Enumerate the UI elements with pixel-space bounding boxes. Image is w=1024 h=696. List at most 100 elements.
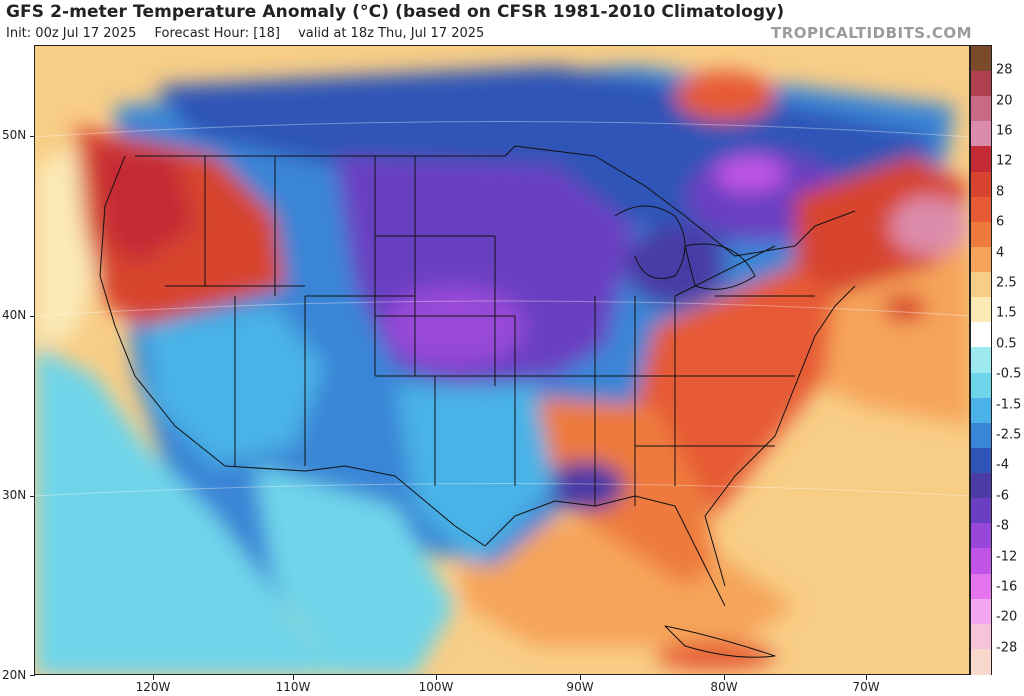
- lat-tick: [30, 136, 35, 137]
- mexico-mixed: [255, 466, 455, 674]
- lat-tick: [30, 675, 35, 676]
- lon-tick: [724, 675, 725, 680]
- colorbar-label: 4: [996, 245, 1005, 261]
- colorbar-swatch: [971, 71, 991, 98]
- lon-label-90w: 90W: [566, 680, 594, 694]
- gridline-50n: [35, 121, 969, 138]
- lon-tick: [153, 675, 154, 680]
- colorbar-swatch: [971, 221, 991, 248]
- lon-label-110w: 110W: [275, 680, 311, 694]
- gulf-warm-region: [455, 516, 795, 646]
- colorbar-swatch: [971, 447, 991, 474]
- colorbar-swatch: [971, 146, 991, 173]
- colorbar-label: 0.5: [996, 336, 1017, 352]
- state-lines-east: [594, 245, 815, 506]
- colorbar-label: 8: [996, 184, 1005, 200]
- us-canada-border: [135, 145, 856, 257]
- colorbar-swatch: [971, 96, 991, 123]
- colorbar-swatch: [971, 422, 991, 449]
- colorbar-label: -4: [996, 457, 1009, 473]
- cuba-warm: [655, 642, 775, 670]
- colorbar-swatch: [971, 272, 991, 299]
- lat-label-40n: 40N: [2, 308, 27, 322]
- colorbar-label: 12: [996, 153, 1013, 169]
- lat-label-20n: 20N: [2, 668, 27, 682]
- east-warm-region: [635, 266, 835, 516]
- louisiana-cold: [545, 461, 625, 511]
- lon-tick: [436, 675, 437, 680]
- colorbar-swatch: [971, 171, 991, 198]
- colorbar-label: -12: [996, 549, 1018, 565]
- lon-tick: [293, 675, 294, 680]
- colorbar-legend: [970, 45, 992, 675]
- lon-label-120w: 120W: [135, 680, 171, 694]
- init-time: Init: 00z Jul 17 2025: [6, 26, 137, 41]
- colorbar-swatch: [971, 498, 991, 525]
- gridline-30n: [35, 483, 969, 497]
- pacific-cool-region: [35, 346, 334, 674]
- new-england-warm: [795, 156, 969, 296]
- colorbar-label: -28: [996, 640, 1018, 656]
- colorbar-swatch: [971, 473, 991, 500]
- colorbar-label: 16: [996, 123, 1013, 139]
- east-coast: [704, 285, 856, 587]
- colorbar-swatch: [971, 297, 991, 324]
- lon-label-80w: 80W: [710, 680, 738, 694]
- forecast-hour: Forecast Hour: [18]: [154, 26, 280, 41]
- plains-cold-max: [385, 286, 525, 366]
- brand-watermark: TROPICALTIDBITS.COM: [771, 24, 972, 42]
- colorbar-swatch: [971, 648, 991, 675]
- colorbar-label: 28: [996, 62, 1013, 78]
- us-west-coast: [99, 155, 226, 467]
- us-mexico-border: [224, 465, 486, 547]
- colorbar-swatch: [971, 121, 991, 148]
- colorbar-label: -16: [996, 579, 1018, 595]
- colorbar-swatch: [971, 372, 991, 399]
- colorbar-label: -8: [996, 518, 1009, 534]
- pnw-warm-max: [95, 146, 195, 266]
- lat-label-30n: 30N: [2, 488, 27, 502]
- lat-tick: [30, 496, 35, 497]
- great-lakes: [614, 205, 756, 290]
- colorbar-label: -2.5: [996, 427, 1022, 443]
- map-subtitle: Init: 00z Jul 17 2025 Forecast Hour: [18…: [6, 26, 498, 41]
- lon-label-100w: 100W: [418, 680, 454, 694]
- lat-tick: [30, 316, 35, 317]
- map-canvas: [35, 46, 969, 674]
- colorbar-swatch: [971, 347, 991, 374]
- cuba-outline: [664, 625, 776, 658]
- lon-tick: [866, 675, 867, 680]
- maritimes-hot: [890, 196, 969, 256]
- colorbar-label: 2.5: [996, 275, 1017, 291]
- colorbar-label: -6: [996, 488, 1009, 504]
- colorbar-swatch: [971, 573, 991, 600]
- state-lines-central: [374, 156, 595, 486]
- lat-label-50n: 50N: [2, 128, 27, 142]
- colorbar-swatch: [971, 246, 991, 273]
- anomaly-map: [34, 45, 970, 675]
- atlantic-hotspot: [883, 294, 927, 322]
- colorbar-label: -1.5: [996, 397, 1022, 413]
- northeast-canada-warm: [675, 71, 775, 121]
- colorbar-swatch: [971, 523, 991, 550]
- colorbar-swatch: [971, 397, 991, 424]
- valid-time: valid at 18z Thu, Jul 17 2025: [298, 26, 485, 41]
- colorbar-label: -0.5: [996, 366, 1022, 382]
- colorbar-swatch: [971, 196, 991, 223]
- map-title: GFS 2-meter Temperature Anomaly (°C) (ba…: [6, 2, 785, 22]
- colorbar-swatch: [971, 548, 991, 575]
- lon-tick: [580, 675, 581, 680]
- colorbar-swatch: [971, 46, 991, 72]
- lakes-cold: [625, 226, 725, 306]
- colorbar-swatch: [971, 623, 991, 650]
- quebec-cold-max: [715, 156, 785, 192]
- colorbar-label: 1.5: [996, 305, 1017, 321]
- colorbar-label: -20: [996, 609, 1018, 625]
- colorbar-swatch: [971, 598, 991, 625]
- gridline-40n: [35, 300, 969, 317]
- state-lines-west: [165, 156, 415, 466]
- colorbar-label: 20: [996, 93, 1013, 109]
- lon-label-70w: 70W: [852, 680, 880, 694]
- colorbar-swatch: [971, 322, 991, 349]
- colorbar-label: 6: [996, 214, 1005, 230]
